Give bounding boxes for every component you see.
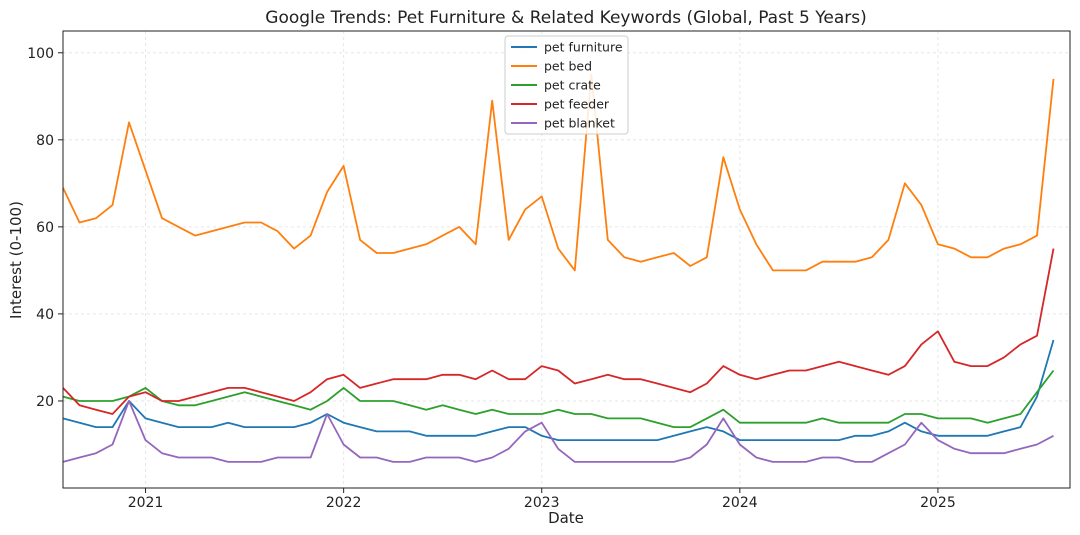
series-line-pet-crate [62, 369, 1055, 429]
legend-box [504, 35, 629, 135]
y-tick-label: 80 [36, 133, 54, 149]
y-axis-title: Interest (0-100) [7, 201, 25, 319]
series-line-pet-blanket [62, 400, 1054, 463]
legend-label: pet crate [544, 78, 601, 93]
series-line-pet-bed [62, 73, 1055, 272]
grid [63, 31, 1070, 488]
legend: pet furniture pet bed pet crate pet feeder p… [504, 35, 629, 135]
legend-label: pet furniture [544, 40, 623, 55]
ticks: 20 40 60 80 100 2021 2022 2023 2024 2025 [27, 46, 955, 511]
y-tick-label: 100 [27, 46, 54, 62]
plot-frame [62, 30, 1071, 489]
y-tick-label: 40 [36, 307, 54, 323]
x-tick-label: 2022 [326, 495, 362, 511]
legend-label: pet bed [544, 59, 592, 74]
series-lines [62, 73, 1055, 463]
legend-label: pet feeder [544, 97, 610, 112]
chart-title: Google Trends: Pet Furniture & Related K… [265, 8, 866, 28]
y-tick-label: 60 [36, 220, 54, 236]
y-tick-label: 20 [36, 394, 54, 410]
x-tick-label: 2023 [524, 495, 560, 511]
x-axis-title: Date [548, 509, 584, 527]
x-tick-label: 2021 [128, 495, 164, 511]
axes [62, 30, 1071, 489]
series-line-pet-furniture [62, 339, 1055, 442]
x-tick-label: 2025 [920, 495, 956, 511]
x-tick-label: 2024 [722, 495, 758, 511]
series-line-pet-feeder [62, 248, 1055, 415]
legend-label: pet blanket [544, 116, 615, 131]
